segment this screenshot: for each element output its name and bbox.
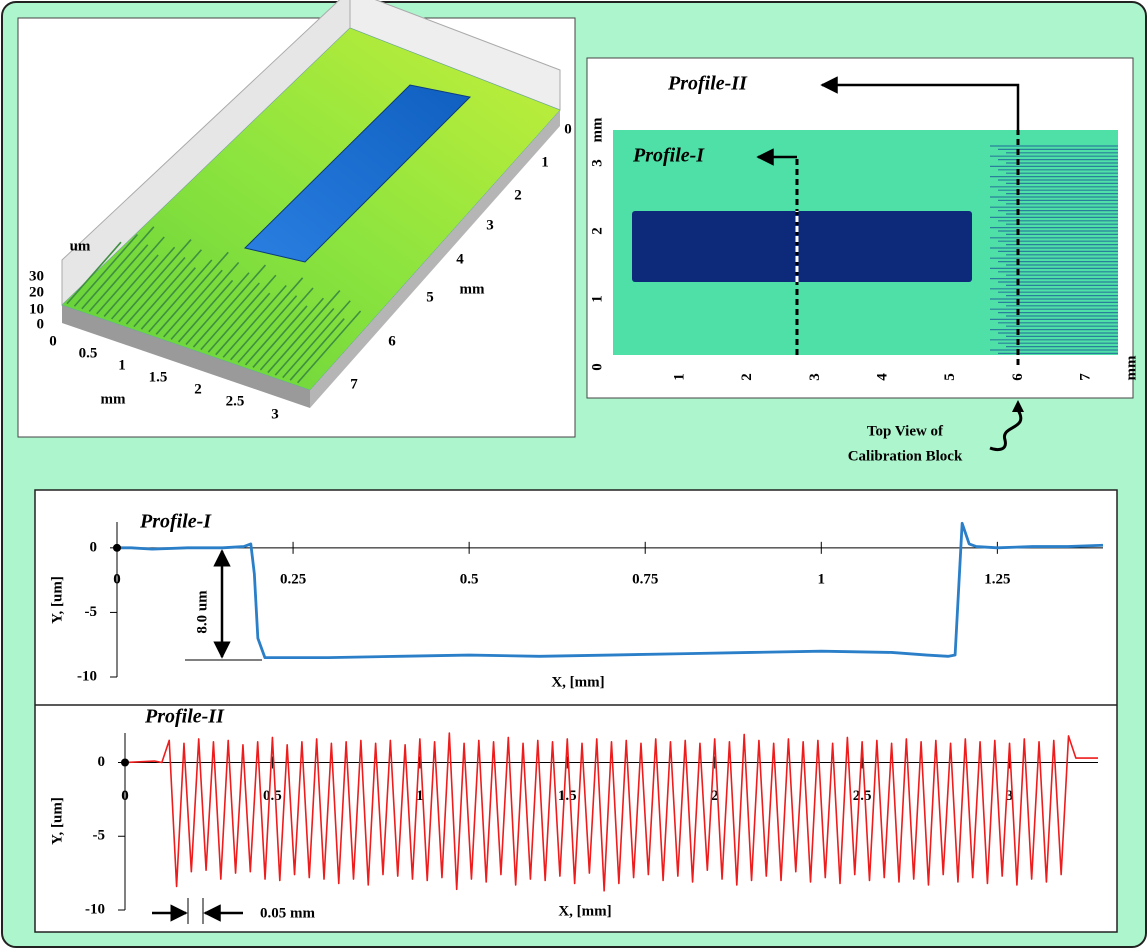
- origin-dot: [113, 544, 121, 552]
- y-unit: mm: [460, 281, 485, 297]
- z-tick-label: 20: [29, 284, 44, 300]
- x-tick-label: 3: [807, 373, 823, 381]
- x-tick-label: 6: [1010, 373, 1026, 381]
- z-tick-label: 10: [29, 301, 44, 317]
- chart-title: Profile-II: [144, 706, 225, 728]
- y-tick-label: 0: [589, 363, 605, 371]
- y-tick-label: 1: [541, 154, 549, 170]
- y-tick-label: -5: [93, 828, 106, 844]
- profile-label: Profile-II: [667, 73, 748, 95]
- x-tick-label: 1.5: [149, 369, 168, 385]
- x-unit: mm: [1123, 355, 1139, 380]
- y-unit: mm: [589, 117, 605, 142]
- annotation: 8.0 um: [194, 590, 210, 634]
- y-tick-label: 2: [589, 227, 605, 235]
- origin-dot: [121, 759, 129, 767]
- x-tick-label: 0: [49, 333, 57, 349]
- x-tick-label: 2: [739, 373, 755, 381]
- profile-label: Profile-I: [632, 145, 705, 167]
- y-tick-label: -10: [85, 901, 105, 917]
- z-unit: um: [70, 238, 91, 254]
- x-tick-label: 1: [818, 571, 826, 587]
- x-tick-label: 1: [118, 357, 126, 373]
- y-tick-label: 7: [350, 376, 358, 392]
- x-tick-label: 0.5: [460, 571, 479, 587]
- x-tick-label: 2.5: [853, 788, 872, 804]
- x-tick-label: 0.5: [79, 345, 98, 361]
- y-axis-title: Y, [um]: [49, 797, 65, 845]
- y-tick-label: 5: [426, 289, 434, 305]
- y-tick-label: -10: [77, 668, 97, 684]
- y-axis-title: Y, [um]: [49, 576, 65, 624]
- y-tick-label: 0: [90, 539, 98, 555]
- x-tick-label: 2.5: [226, 393, 245, 409]
- x-tick-label: 4: [875, 373, 891, 381]
- x-tick-label: 1.25: [984, 571, 1010, 587]
- y-tick-label: 2: [514, 187, 522, 203]
- figure: um302010000.511.522.53mm01234567mm 0-5-1…: [0, 0, 1148, 949]
- annotation: 0.05 mm: [260, 905, 315, 921]
- x-tick-label: 1.5: [558, 788, 577, 804]
- x-tick-label: 0: [113, 571, 121, 587]
- z-tick-label: 0: [37, 316, 45, 332]
- x-axis-title: X, [mm]: [551, 674, 604, 690]
- x-tick-label: 0.5: [263, 788, 282, 804]
- x-axis-title: X, [mm]: [558, 903, 611, 919]
- y-tick-label: 3: [486, 217, 494, 233]
- y-tick-label: 4: [456, 251, 464, 267]
- y-tick-label: 0: [98, 754, 106, 770]
- x-tick-label: 0.75: [632, 571, 658, 587]
- y-tick-label: 0: [564, 121, 572, 137]
- y-tick-label: 3: [589, 159, 605, 167]
- x-unit: mm: [101, 391, 126, 407]
- x-tick-label: 7: [1078, 373, 1094, 381]
- y-tick-label: -5: [85, 604, 98, 620]
- pocket: [632, 211, 972, 282]
- top-view-panel: [587, 58, 1133, 450]
- x-tick-label: 3: [271, 406, 279, 422]
- x-tick-label: 0: [121, 788, 129, 804]
- z-tick-label: 30: [29, 268, 44, 284]
- y-tick-label: 1: [589, 295, 605, 303]
- chart-title: Profile-I: [139, 511, 212, 533]
- caption: Top View of: [867, 423, 944, 439]
- x-tick-label: 2: [194, 381, 202, 397]
- x-tick-label: 5: [942, 373, 958, 381]
- y-tick-label: 6: [388, 333, 396, 349]
- caption: Calibration Block: [848, 448, 963, 464]
- x-tick-label: 0.25: [280, 571, 306, 587]
- x-tick-label: 1: [671, 373, 687, 381]
